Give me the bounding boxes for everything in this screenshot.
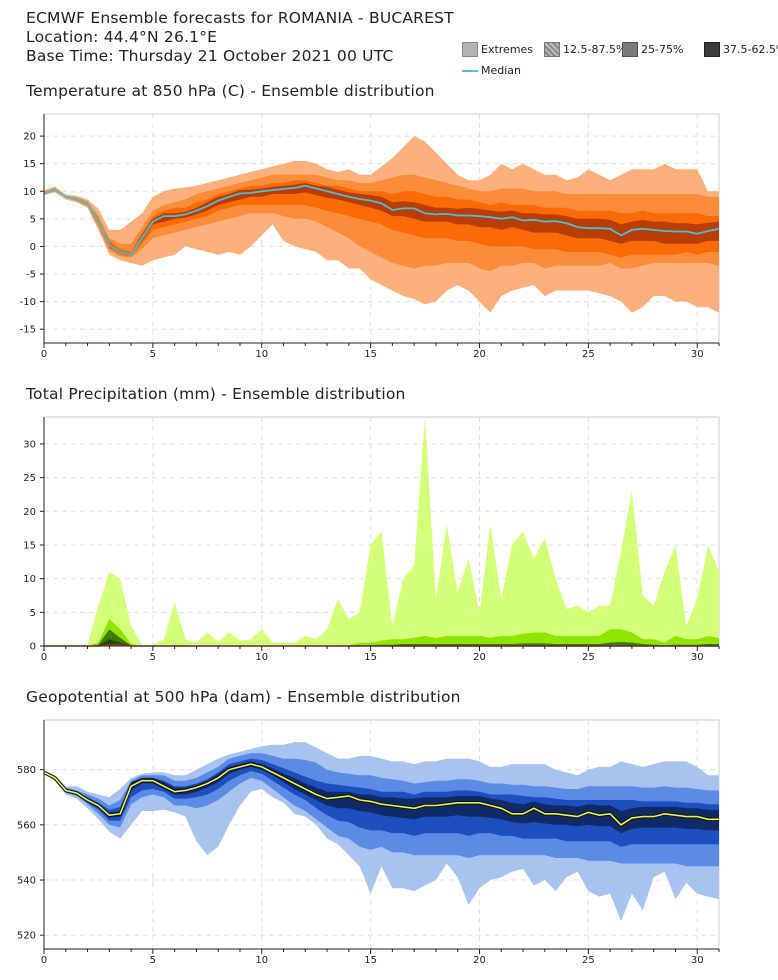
geo-xtick-label-10: 10	[255, 955, 268, 966]
legend-p2575-swatch	[622, 42, 638, 57]
header-base-time: Base Time: Thursday 21 October 2021 00 U…	[26, 47, 394, 65]
legend-p1287-label: 12.5-87.5%	[563, 43, 627, 56]
temp-xtick-label-5: 5	[150, 349, 156, 360]
legend-median: Median	[462, 64, 521, 77]
legend-p1287-swatch	[544, 42, 560, 57]
temp-xtick-label-10: 10	[255, 349, 268, 360]
geo-ytick-label-580: 580	[17, 765, 36, 776]
precip-xtick-label-30: 30	[691, 652, 704, 663]
legend-p375-swatch	[704, 42, 720, 57]
legend-p375-label: 37.5-62.5%	[723, 43, 778, 56]
precip-ytick-label-20: 20	[23, 507, 36, 518]
geo-xtick-label-25: 25	[582, 955, 595, 966]
precip-ytick-label-10: 10	[23, 574, 36, 585]
temp-ytick-label-15: 15	[23, 159, 36, 170]
precipitation-chart: 0 5 10 15 20 25 30 0 5 10 15 20 25 30	[23, 416, 720, 663]
geopotential-chart: 0 5 10 15 20 25 30 520 540 560 580	[17, 719, 720, 966]
temp-ytick-label--10: -10	[20, 297, 36, 308]
header-title: ECMWF Ensemble forecasts for ROMANIA - B…	[26, 9, 454, 27]
temp-ytick-label--15: -15	[20, 325, 36, 336]
temp-ytick-label--5: -5	[26, 270, 36, 281]
geo-title: Geopotential at 500 hPa (dam) - Ensemble…	[26, 688, 461, 706]
legend-p1287: 12.5-87.5%	[544, 42, 626, 57]
precip-band-0	[44, 417, 719, 646]
precip-ytick-label-15: 15	[23, 540, 36, 551]
precip-title: Total Precipitation (mm) - Ensemble dist…	[26, 385, 406, 403]
precip-ytick-label-5: 5	[30, 608, 36, 619]
precip-xtick-label-5: 5	[150, 652, 156, 663]
legend-p2575-label: 25-75%	[641, 43, 684, 56]
geo-xtick-label-5: 5	[150, 955, 156, 966]
temp-ytick-label-0: 0	[30, 242, 36, 253]
geo-ytick-label-520: 520	[17, 931, 36, 942]
geo-xtick-label-15: 15	[364, 955, 377, 966]
legend-p2575: 25-75%	[622, 42, 683, 57]
header-location: Location: 44.4°N 26.1°E	[26, 28, 218, 46]
precip-xtick-label-20: 20	[473, 652, 486, 663]
geo-median-line	[43, 763, 719, 826]
temp-xtick-label-25: 25	[582, 349, 595, 360]
temp-title: Temperature at 850 hPa (C) - Ensemble di…	[26, 82, 435, 100]
chart-header: ECMWF Ensemble forecasts for ROMANIA - B…	[26, 9, 454, 66]
precip-xtick-label-25: 25	[582, 652, 595, 663]
temp-ytick-label-20: 20	[23, 132, 36, 143]
legend-extremes-label: Extremes	[481, 43, 534, 56]
temperature-chart: 0 5 10 15 20 25 30 -15 -10 -5 0 5 10 15 20	[20, 113, 720, 360]
temp-xtick-label-0: 0	[41, 349, 47, 360]
temp-band-3	[44, 183, 719, 256]
precip-xtick-label-0: 0	[41, 652, 47, 663]
geo-xtick-label-20: 20	[473, 955, 486, 966]
geo-xtick-label-30: 30	[691, 955, 704, 966]
temp-median-line	[43, 184, 720, 256]
precip-ytick-label-30: 30	[23, 439, 36, 450]
temp-xtick-label-15: 15	[364, 349, 377, 360]
legend-median-swatch	[462, 69, 478, 72]
geo-ytick-label-540: 540	[17, 876, 36, 887]
precip-xtick-label-15: 15	[364, 652, 377, 663]
legend-extremes: Extremes	[462, 42, 533, 57]
temp-ytick-label-10: 10	[23, 187, 36, 198]
precip-xtick-label-10: 10	[255, 652, 268, 663]
precip-band-1	[44, 619, 719, 646]
precip-ytick-label-0: 0	[30, 642, 36, 653]
legend-p375: 37.5-62.5%	[704, 42, 778, 57]
geo-ytick-label-560: 560	[17, 820, 36, 831]
temp-band-2	[44, 180, 719, 258]
temp-xtick-label-20: 20	[473, 349, 486, 360]
geo-xtick-label-0: 0	[41, 955, 47, 966]
precip-ytick-label-25: 25	[23, 473, 36, 484]
legend-median-label: Median	[481, 64, 522, 77]
temp-xtick-label-30: 30	[691, 349, 704, 360]
temp-ytick-label-5: 5	[30, 214, 36, 225]
legend-extremes-swatch	[462, 42, 478, 57]
